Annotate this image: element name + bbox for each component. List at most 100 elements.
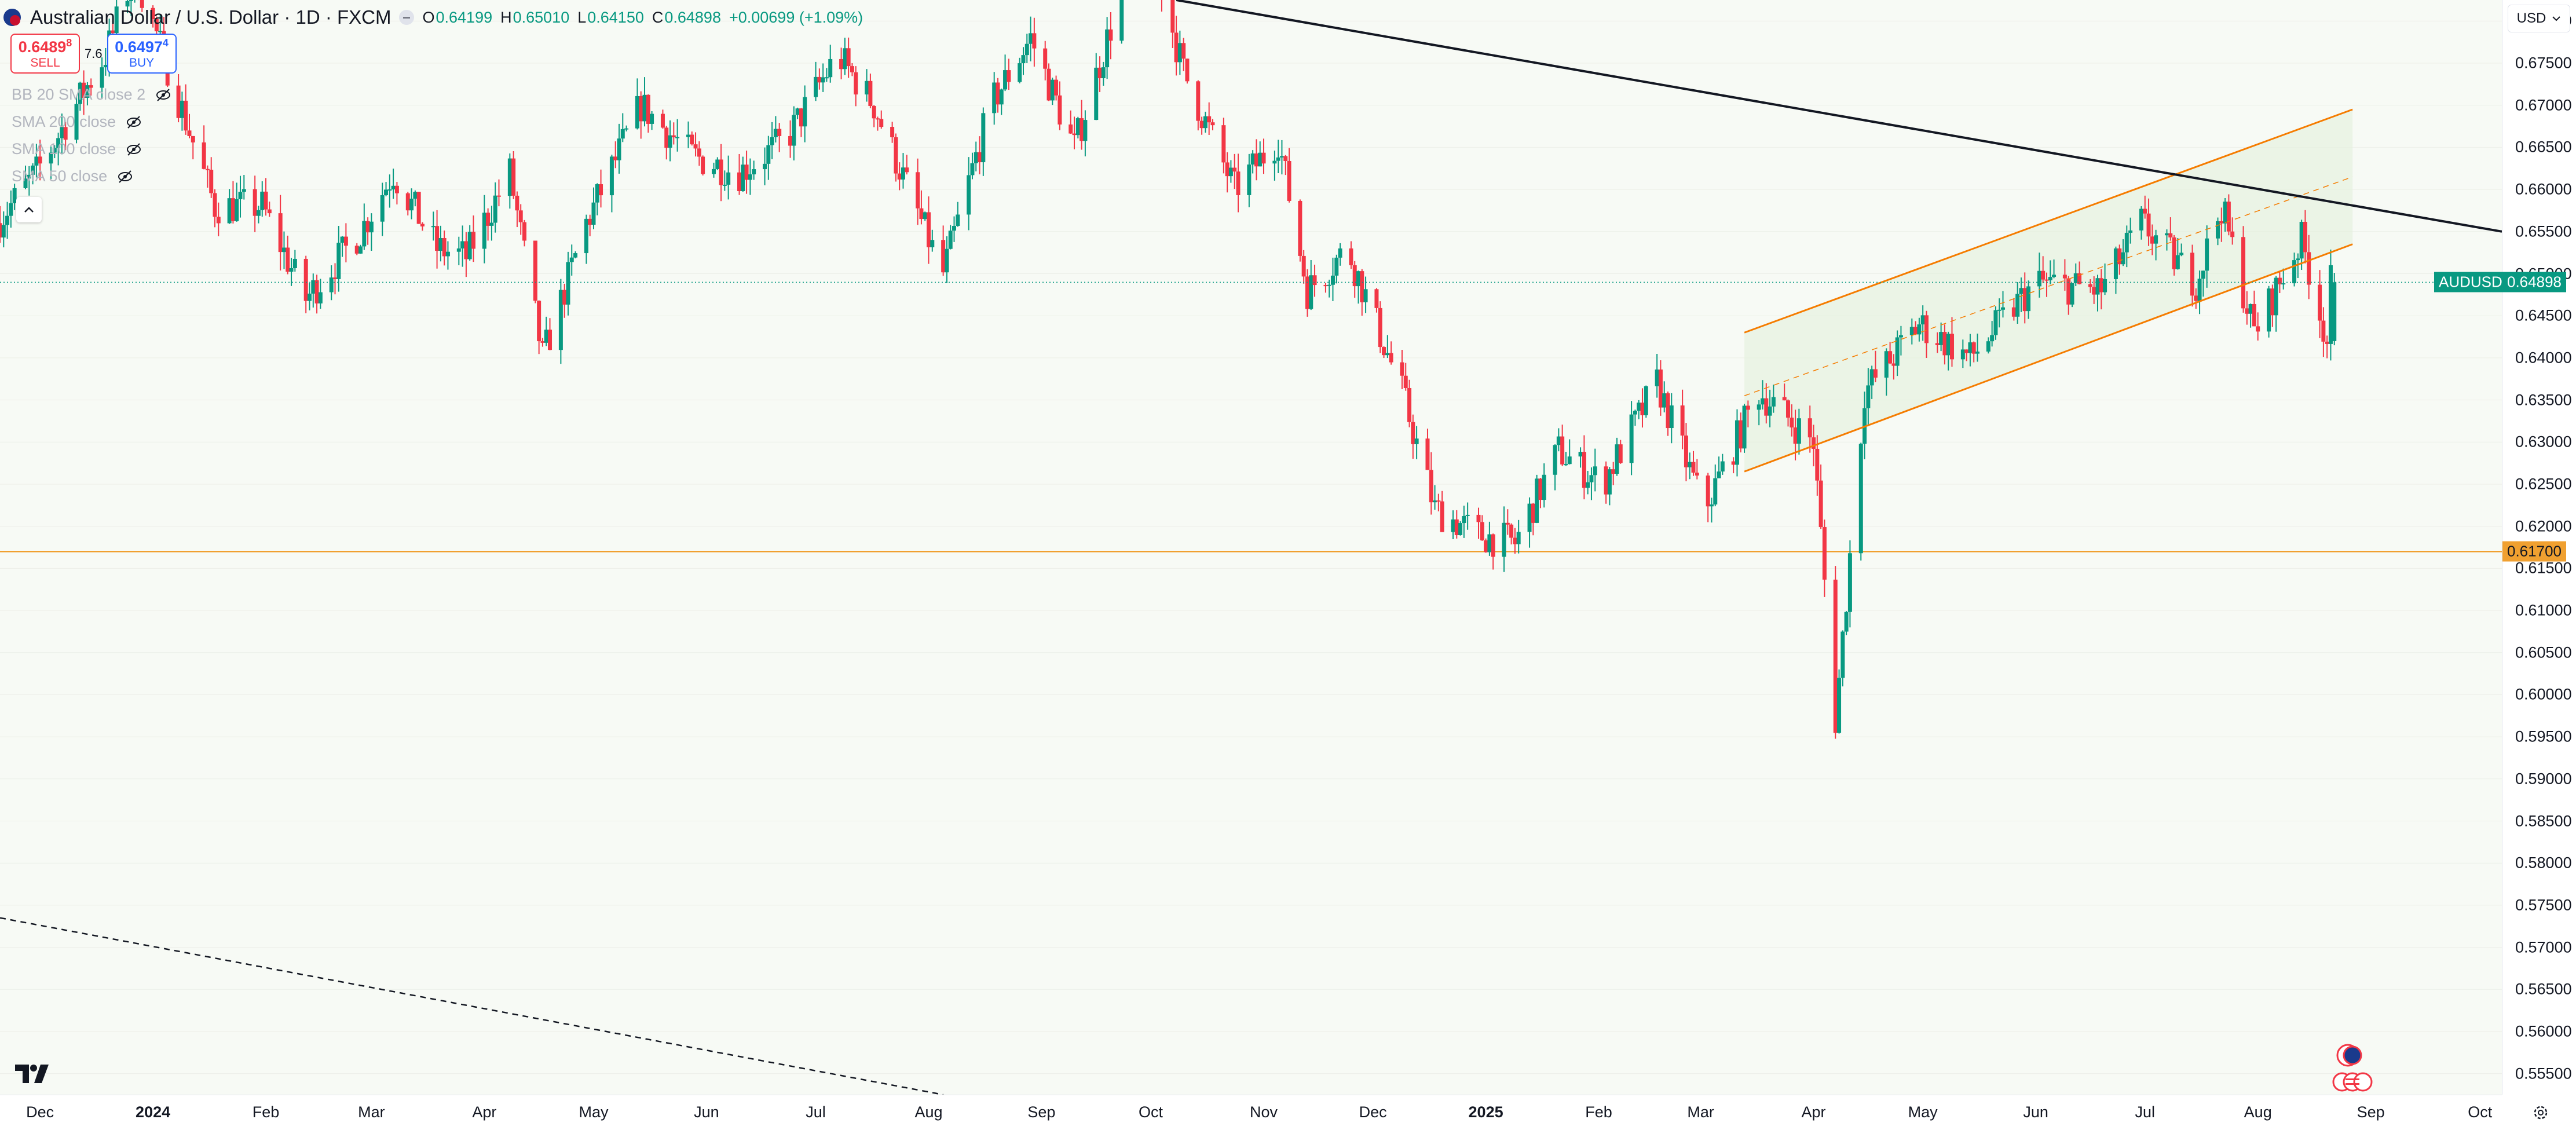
price-tick-label: 0.67000 [2515, 96, 2572, 114]
candle-body [2001, 307, 2006, 310]
candle-body [1669, 405, 1674, 429]
candle-body [1058, 95, 1062, 125]
open-value: 0.64199 [436, 8, 493, 26]
candle-body [2088, 284, 2092, 287]
candle-body [843, 48, 847, 70]
candle-body [2066, 278, 2071, 305]
candle-body [176, 85, 181, 118]
eye-off-icon[interactable] [116, 168, 134, 185]
candle-body [996, 82, 1000, 105]
candle-body [1083, 120, 1088, 141]
indicator-label: SMA 100 close [12, 140, 116, 158]
candle-body [1709, 504, 1714, 507]
candle-body [2179, 253, 2184, 255]
price-chart[interactable] [0, 0, 2502, 1095]
price-tick-label: 0.55500 [2515, 1065, 2572, 1083]
candle-body [2267, 288, 2271, 332]
candle-body [1199, 120, 1204, 129]
price-tick-label: 0.63000 [2515, 433, 2572, 451]
candle-body [1174, 32, 1179, 63]
indicator-sma100[interactable]: SMA 100 close [12, 136, 172, 163]
candle-body [992, 82, 997, 114]
candle-body [522, 222, 527, 241]
time-scale[interactable]: Dec 2024 Feb Mar Apr May Jun Jul Aug Sep Oct Nov Dec… [0, 1095, 2502, 1130]
symbol-title[interactable]: Australian Dollar / U.S. Dollar · 1D · F… [30, 6, 391, 28]
indicator-sma200[interactable]: SMA 200 close [12, 108, 172, 136]
candle-body [358, 246, 363, 254]
candle-body [1658, 369, 1663, 408]
sell-button[interactable]: 0.64898 SELL [10, 34, 80, 74]
candle-body [1895, 337, 1900, 366]
time-tick-label: Dec [26, 1103, 54, 1121]
candle-body [2146, 213, 2151, 237]
candle-body [697, 148, 701, 157]
candle-body [952, 226, 957, 231]
collapse-legend-button[interactable] [16, 197, 42, 222]
candle-body [1069, 124, 1073, 134]
candle-body [1531, 503, 1535, 523]
candle-body [1564, 464, 1568, 466]
candle-body [1691, 462, 1696, 473]
candle-body [1334, 257, 1339, 276]
candle-body [52, 148, 57, 153]
candle-body [1997, 309, 2001, 311]
candle-body [2172, 237, 2176, 269]
minus-icon[interactable] [399, 10, 415, 25]
candle-body [2113, 248, 2118, 279]
flag-icon[interactable] [2329, 1040, 2376, 1096]
currency-selector[interactable]: USD [2508, 5, 2570, 32]
eye-off-icon[interactable] [155, 86, 172, 104]
candle-body [1553, 445, 1557, 475]
candle-body [1108, 29, 1113, 41]
candle-body [467, 232, 472, 259]
candle-body [868, 81, 873, 106]
candle-body [0, 223, 2, 238]
candle-body [978, 152, 982, 163]
candle-body [1964, 349, 1969, 353]
candle-body [1476, 514, 1481, 522]
candle-body [1869, 369, 1874, 386]
candle-body [777, 129, 782, 136]
candle-body [9, 203, 13, 216]
time-tick-label: Apr [472, 1103, 497, 1121]
candle-body [1924, 315, 1929, 343]
candle-body [646, 94, 650, 124]
eye-off-icon[interactable] [125, 114, 142, 131]
candle-body [2070, 283, 2074, 305]
candle-body [799, 108, 803, 127]
time-tick-label: Apr [1801, 1103, 1826, 1121]
candle-body [624, 128, 629, 130]
economic-events[interactable] [2329, 1040, 2376, 1099]
candle-body [1451, 519, 1455, 532]
candle-body [2011, 307, 2016, 317]
candle-body [1363, 289, 1368, 302]
channel-middle-line [1744, 176, 2353, 397]
candle-body [343, 236, 348, 246]
candle-body [1298, 200, 1302, 256]
tradingview-logo-icon[interactable] [15, 1065, 52, 1087]
candle-body [27, 174, 31, 179]
candle-body [2256, 326, 2260, 332]
sell-label: SELL [30, 56, 60, 70]
eye-off-icon[interactable] [125, 141, 142, 158]
candle-body [1655, 369, 1659, 386]
settings-icon[interactable] [2532, 1104, 2549, 1124]
indicator-bb[interactable]: BB 20 SMA close 2 [12, 81, 172, 108]
candle-body [1939, 332, 1944, 345]
sell-price: 0.6489 [18, 38, 67, 56]
symbol-tag-label: AUDUSD [2439, 273, 2502, 291]
chart-area[interactable] [0, 0, 2502, 1095]
candle-body [1567, 456, 1572, 465]
candle-body [1491, 534, 1495, 557]
candle-body [456, 248, 461, 252]
indicator-sma50[interactable]: SMA 50 close [12, 163, 172, 190]
candle-body [267, 209, 272, 214]
candle-body [1629, 414, 1634, 463]
candle-body [191, 136, 195, 142]
candle-body [919, 208, 924, 220]
candle-body [668, 135, 672, 148]
candle-body [1640, 403, 1645, 416]
candle-body [1454, 519, 1459, 535]
candle-body [230, 198, 235, 221]
buy-button[interactable]: 0.64974 BUY [107, 34, 177, 74]
